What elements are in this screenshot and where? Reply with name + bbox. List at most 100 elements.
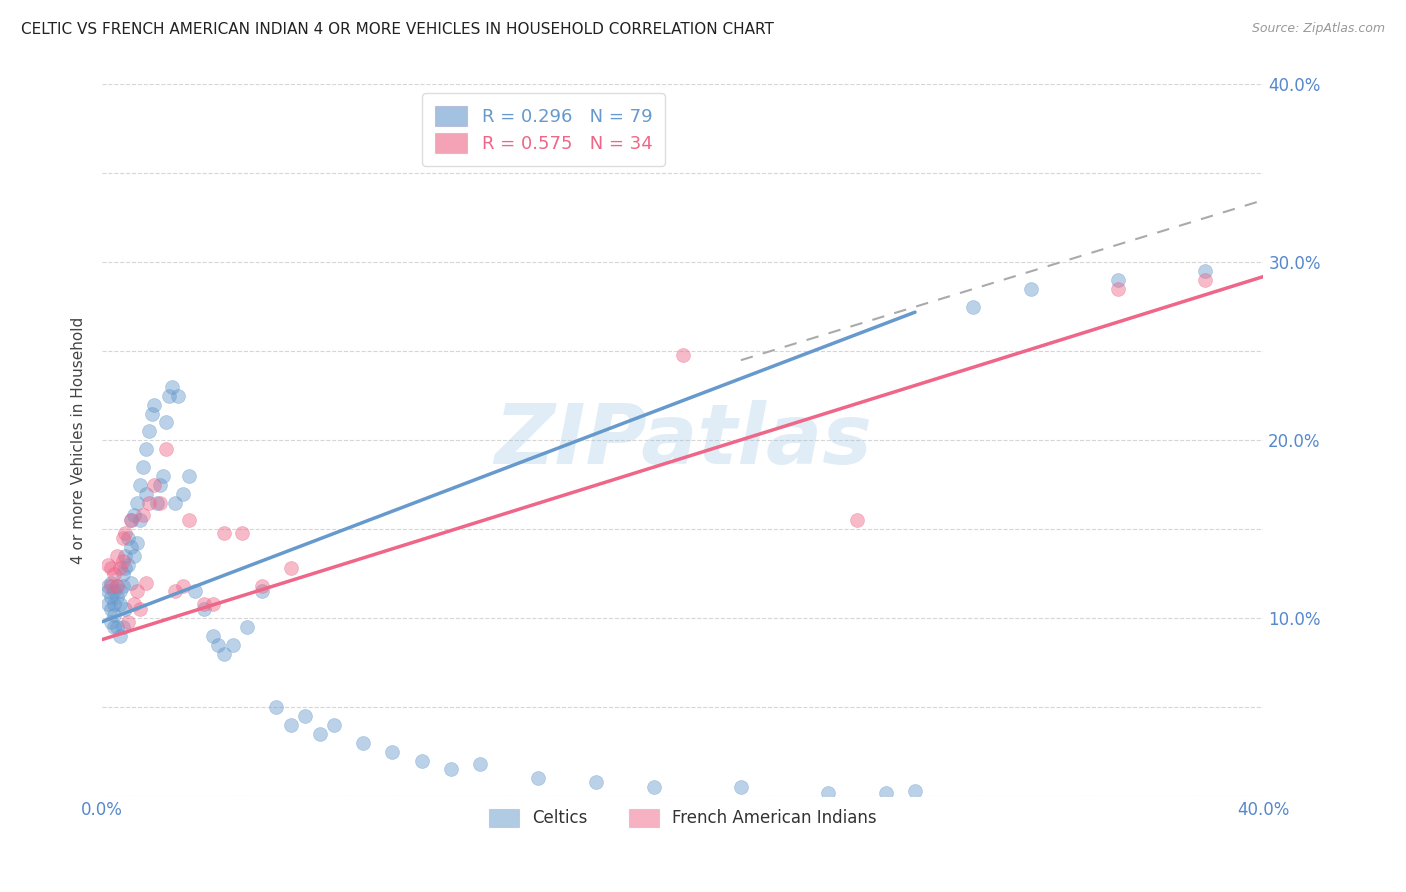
Point — [817, 785, 839, 799]
Point — [129, 513, 152, 527]
Point — [585, 775, 607, 789]
Point — [111, 554, 134, 568]
Point — [105, 590, 128, 604]
Point — [135, 486, 157, 500]
Point — [117, 558, 139, 572]
Point — [100, 561, 122, 575]
Point — [122, 597, 145, 611]
Point — [643, 780, 665, 795]
Point — [157, 389, 180, 403]
Point — [125, 536, 148, 550]
Point — [122, 549, 145, 563]
Point — [120, 513, 142, 527]
Point — [114, 602, 136, 616]
Point — [207, 638, 229, 652]
Point — [160, 380, 183, 394]
Point — [1194, 264, 1216, 278]
Point — [201, 597, 224, 611]
Point — [120, 575, 142, 590]
Point — [193, 597, 215, 611]
Point — [381, 745, 404, 759]
Point — [108, 584, 131, 599]
Point — [103, 584, 125, 599]
Point — [1107, 273, 1129, 287]
Point — [108, 561, 131, 575]
Point — [309, 727, 332, 741]
Point — [111, 620, 134, 634]
Point — [155, 416, 177, 430]
Text: CELTIC VS FRENCH AMERICAN INDIAN 4 OR MORE VEHICLES IN HOUSEHOLD CORRELATION CHA: CELTIC VS FRENCH AMERICAN INDIAN 4 OR MO… — [21, 22, 773, 37]
Point — [108, 597, 131, 611]
Point — [122, 508, 145, 522]
Point — [231, 525, 253, 540]
Point — [166, 389, 188, 403]
Point — [163, 584, 186, 599]
Point — [904, 783, 927, 797]
Point — [97, 597, 120, 611]
Point — [1107, 282, 1129, 296]
Point — [179, 468, 201, 483]
Point — [353, 736, 375, 750]
Point — [100, 615, 122, 629]
Point — [132, 508, 155, 522]
Point — [173, 486, 195, 500]
Point — [129, 477, 152, 491]
Point — [114, 561, 136, 575]
Point — [439, 763, 461, 777]
Point — [103, 597, 125, 611]
Point — [117, 531, 139, 545]
Point — [526, 772, 548, 786]
Point — [111, 531, 134, 545]
Point — [845, 513, 868, 527]
Point — [155, 442, 177, 457]
Point — [108, 629, 131, 643]
Point — [120, 513, 142, 527]
Point — [1019, 282, 1042, 296]
Point — [730, 780, 752, 795]
Point — [280, 718, 302, 732]
Point — [152, 468, 174, 483]
Point — [117, 615, 139, 629]
Point — [103, 607, 125, 622]
Point — [111, 566, 134, 581]
Point — [250, 579, 273, 593]
Point — [266, 700, 288, 714]
Point — [105, 579, 128, 593]
Point — [193, 602, 215, 616]
Point — [236, 620, 259, 634]
Point — [468, 757, 491, 772]
Point — [135, 442, 157, 457]
Point — [1194, 273, 1216, 287]
Point — [141, 407, 163, 421]
Point — [222, 638, 245, 652]
Point — [100, 590, 122, 604]
Point — [100, 602, 122, 616]
Point — [114, 549, 136, 563]
Point — [125, 495, 148, 509]
Point — [149, 477, 172, 491]
Point — [179, 513, 201, 527]
Point — [173, 579, 195, 593]
Point — [129, 602, 152, 616]
Point — [143, 477, 166, 491]
Point — [149, 495, 172, 509]
Point — [120, 540, 142, 554]
Text: Source: ZipAtlas.com: Source: ZipAtlas.com — [1251, 22, 1385, 36]
Point — [250, 584, 273, 599]
Point — [100, 579, 122, 593]
Point — [323, 718, 346, 732]
Point — [125, 584, 148, 599]
Point — [212, 647, 235, 661]
Point — [114, 525, 136, 540]
Point — [875, 785, 897, 799]
Point — [163, 495, 186, 509]
Point — [962, 300, 984, 314]
Point — [97, 558, 120, 572]
Point — [201, 629, 224, 643]
Point — [105, 549, 128, 563]
Point — [100, 575, 122, 590]
Point — [294, 709, 316, 723]
Legend: Celtics, French American Indians: Celtics, French American Indians — [482, 802, 883, 834]
Point — [103, 620, 125, 634]
Point — [184, 584, 207, 599]
